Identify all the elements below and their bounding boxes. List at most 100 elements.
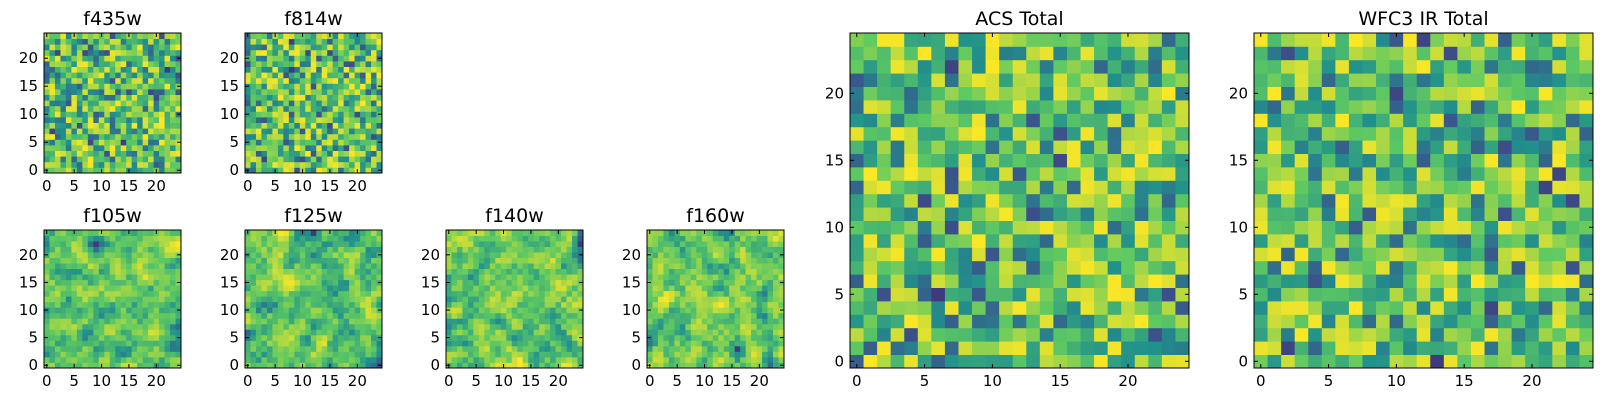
heatmap-cell — [972, 207, 986, 221]
heatmap-cell — [1443, 301, 1458, 315]
heatmap-cell — [506, 285, 513, 292]
heatmap-cell — [729, 351, 736, 358]
heatmap-cell — [1012, 153, 1027, 168]
heatmap-cell — [863, 354, 878, 369]
heatmap-cell — [104, 156, 111, 163]
heatmap-cell — [539, 345, 546, 352]
heatmap-cell — [294, 312, 301, 319]
heatmap-cell — [159, 296, 165, 303]
heatmap-cell — [266, 55, 273, 62]
heatmap-cell — [566, 279, 573, 286]
heatmap-cell — [467, 318, 474, 325]
heatmap-cell — [473, 351, 480, 358]
heatmap-cell — [467, 345, 474, 352]
heatmap-cell — [1416, 247, 1431, 262]
heatmap-cell — [76, 290, 83, 297]
heatmap-cell — [175, 345, 182, 352]
heatmap-cell — [321, 100, 328, 107]
heatmap-cell — [109, 263, 116, 270]
heatmap-cell — [1579, 314, 1594, 329]
heatmap-cell — [1053, 314, 1068, 329]
heatmap-cell — [49, 49, 56, 56]
heatmap-cell — [566, 345, 573, 352]
heatmap-cell — [170, 139, 176, 146]
heatmap-cell — [65, 274, 72, 281]
heatmap-cell — [349, 77, 355, 84]
heatmap-cell — [360, 312, 366, 319]
heatmap-cell — [1565, 274, 1580, 288]
heatmap-cell — [517, 296, 524, 303]
heatmap-cell — [500, 301, 507, 308]
heatmap-cell — [740, 351, 747, 358]
heatmap-cell — [1308, 287, 1323, 302]
heatmap-cells — [245, 230, 383, 369]
heatmap-cell — [1148, 274, 1163, 288]
heatmap-cell — [164, 285, 171, 292]
heatmap-cell — [778, 312, 785, 319]
heatmap-cell — [1053, 341, 1068, 355]
heatmap-cell — [255, 290, 262, 297]
heatmap-cell — [245, 296, 251, 303]
heatmap-cell — [65, 111, 72, 118]
heatmap-cell — [674, 340, 681, 347]
heatmap-cell — [54, 356, 61, 363]
heatmap-cell — [478, 290, 485, 297]
heatmap-cell — [245, 345, 251, 352]
heatmap-cell — [566, 312, 573, 319]
heatmap-cell — [489, 290, 496, 297]
heatmap-cell — [76, 241, 83, 247]
heatmap-cell — [1080, 153, 1095, 168]
heatmap-cell — [142, 312, 149, 319]
heatmap-cell — [87, 296, 94, 303]
heatmap-cell — [250, 268, 257, 275]
heatmap-cell — [467, 312, 474, 319]
heatmap-cell — [305, 252, 312, 258]
heatmap-cell — [60, 230, 67, 236]
heatmap-cell — [327, 307, 334, 314]
heatmap-cell — [170, 296, 176, 303]
heatmap-cell — [332, 55, 339, 62]
heatmap-cell — [327, 285, 334, 292]
heatmap-cell — [1175, 113, 1190, 128]
heatmap-cell — [104, 235, 111, 242]
heatmap-cell — [261, 105, 268, 112]
heatmap-cell — [723, 279, 730, 286]
heatmap-cell — [999, 167, 1014, 181]
heatmap-cell — [354, 274, 361, 281]
heatmap-cell — [1538, 220, 1553, 235]
heatmap-cell — [277, 105, 284, 112]
heatmap-cell — [1107, 234, 1122, 248]
heatmap-cell — [365, 290, 372, 297]
heatmap-cell — [104, 139, 111, 146]
heatmap-cell — [1335, 247, 1350, 262]
heatmap-cell — [277, 77, 284, 84]
heatmap-cell — [1565, 207, 1580, 221]
heatmap-cell — [1121, 126, 1136, 141]
heatmap-cell — [148, 128, 154, 135]
heatmap-cell — [718, 230, 725, 236]
heatmap-cell — [266, 241, 273, 247]
heatmap-cell — [506, 241, 513, 247]
heatmap-cell — [1026, 46, 1041, 61]
heatmap-cell — [343, 301, 350, 308]
heatmap-cell — [1443, 167, 1458, 181]
heatmap-cell — [985, 314, 1000, 329]
heatmap-cell — [44, 44, 50, 51]
axes-frame — [445, 229, 584, 369]
heatmap-cell — [93, 334, 100, 341]
heatmap-cell — [148, 117, 154, 123]
heatmap-cell — [104, 340, 111, 347]
heatmap-cell — [87, 307, 94, 314]
heatmap-cell — [663, 362, 670, 369]
heatmap-cell — [1430, 247, 1445, 262]
heatmap-cell — [87, 133, 94, 140]
heatmap-cell — [148, 312, 154, 319]
heatmap-cell — [87, 356, 94, 363]
heatmap-cell — [1470, 234, 1485, 248]
heatmap-cell — [1457, 274, 1472, 288]
heatmap-cell — [1470, 260, 1485, 275]
heatmap-cell — [1053, 86, 1068, 101]
heatmap-cell — [1579, 220, 1594, 235]
heatmap-cell — [685, 279, 692, 286]
heatmap-cell — [778, 351, 785, 358]
